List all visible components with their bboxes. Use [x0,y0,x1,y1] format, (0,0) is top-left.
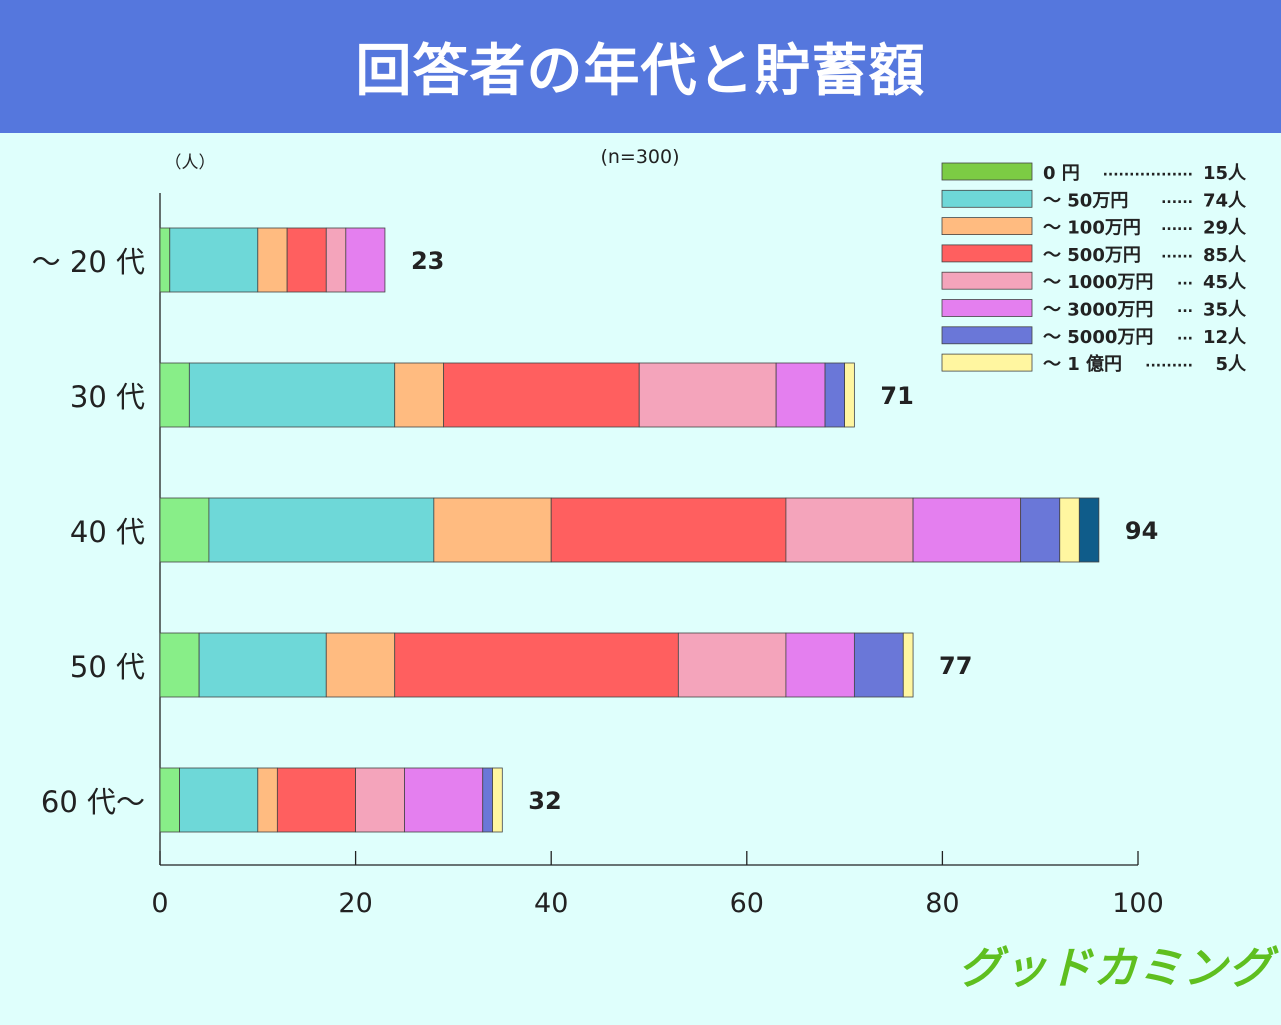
legend-label: ～ 1000万円 [1043,272,1153,293]
bar-segment [159,362,190,428]
bar-segment [482,767,493,833]
bar-segment [355,767,405,833]
legend-count: 74人 [1203,190,1247,211]
legend-leader-dots: ··· [1177,276,1193,292]
chart-title: 回答者の年代と貯蓄額 [355,39,926,104]
category-label: 50 代 [70,650,145,684]
legend-count: 29人 [1203,218,1247,239]
bar-segment [824,362,845,428]
legend-count: 12人 [1203,327,1247,348]
bar-segment [325,227,347,293]
bar-segment [912,497,1022,563]
bar-total-label: 77 [939,652,972,680]
brand-logo: グッドカミング [958,943,1273,994]
bar-segment [853,632,904,698]
bar-segment [257,227,288,293]
bar-total-label: 23 [411,247,444,275]
legend-count: 85人 [1203,245,1247,266]
bar-segment [179,767,259,833]
category-label: 60 代～ [41,785,145,819]
bar-segment [844,362,855,428]
bar-total-label: 32 [528,787,561,815]
legend-count: 5人 [1215,354,1247,375]
unit-label: （人） [165,153,216,173]
bar-segment [188,362,396,428]
legend-label: ～ 50万円 [1043,190,1128,211]
bar-segment [638,362,777,428]
bar-segment [286,227,327,293]
bar-segment [775,362,826,428]
bar-segment [443,362,640,428]
bar-segment [902,632,914,698]
legend-swatch [941,326,1033,345]
legend-leader-dots: ······ [1161,222,1193,238]
bar-segment [208,497,435,563]
legend-swatch [941,271,1033,290]
category-label: 30 代 [70,380,145,414]
bar-segment [394,362,445,428]
bar-segment [159,632,200,698]
legend-leader-dots: ········· [1145,358,1193,374]
legend-leader-dots: ······ [1161,194,1193,210]
bar-segment [198,632,327,698]
legend-swatch [941,244,1033,263]
x-tick-label: 80 [925,888,959,919]
category-label: ～ 20 代 [32,245,145,279]
legend-swatch [941,217,1033,236]
x-tick-label: 20 [338,888,372,919]
bar-segment [1078,497,1100,563]
bar-total-label: 94 [1125,517,1158,545]
legend-label: 0 円 [1043,163,1080,184]
x-tick-label: 0 [151,888,168,919]
legend-swatch [941,353,1033,372]
legend-swatch [941,299,1033,317]
legend-count: 15人 [1203,163,1247,184]
legend-label: ～ 5000万円 [1043,327,1153,348]
bar-segment [159,227,171,293]
x-tick-label: 40 [534,888,568,919]
legend-label: ～ 3000万円 [1043,300,1153,321]
bar-segment [785,632,855,698]
sample-size-label: (n=300) [600,146,679,168]
bar-segment [1059,497,1080,563]
x-tick-label: 100 [1112,888,1164,919]
legend-label: ～ 1 億円 [1043,353,1122,375]
bar-segment [433,497,552,563]
bar-segment [159,767,180,833]
category-label: 40 代 [70,515,145,549]
bar-segment [785,497,914,563]
legend-leader-dots: ················· [1103,167,1193,183]
legend-swatch [941,189,1033,208]
bar-segment [677,632,787,698]
legend-count: 45人 [1203,272,1247,293]
legend-swatch [941,162,1033,181]
bar-segment [159,497,210,563]
bar-segment [492,767,503,833]
bar-segment [276,767,356,833]
legend-count: 35人 [1203,300,1247,321]
legend-leader-dots: ··· [1177,331,1193,347]
bar-segment [1020,497,1061,563]
legend-label: ～ 500万円 [1043,245,1141,266]
legend-leader-dots: ······ [1161,249,1193,265]
bar-segment [325,632,396,698]
legend-label: ～ 100万円 [1043,218,1141,239]
bar-segment [169,227,259,293]
bar-segment [404,767,484,833]
legend-leader-dots: ··· [1177,304,1193,320]
title-banner: 回答者の年代と貯蓄額 [0,0,1281,133]
x-tick-label: 60 [730,888,764,919]
bar-segment [345,227,386,293]
bar-total-label: 71 [880,382,913,410]
bar-segment [550,497,787,563]
bar-segment [257,767,278,833]
bar-segment [394,632,679,698]
